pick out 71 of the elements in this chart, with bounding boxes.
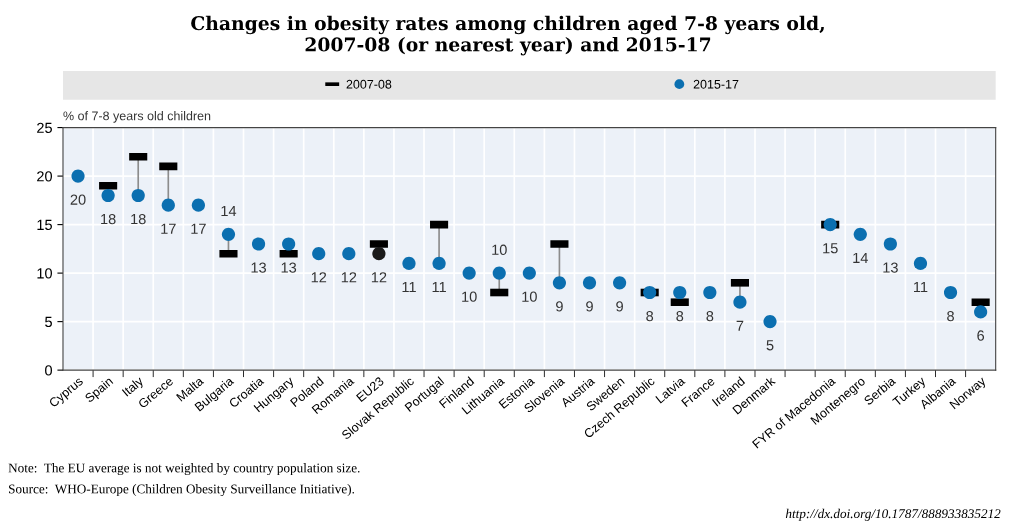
y-tick-label: 0 (45, 365, 53, 376)
data-label: 20 (70, 194, 86, 205)
data-label: 8 (646, 310, 654, 322)
point (251, 237, 266, 251)
point (733, 295, 747, 309)
data-label: 13 (251, 262, 267, 273)
data-label: 13 (883, 262, 898, 273)
point (522, 266, 536, 280)
data-label: 10 (492, 244, 507, 255)
text: http://dx.doi.org/10.1787/888933835212 (785, 508, 1001, 521)
data-label: 10 (462, 291, 477, 302)
data-label: 14 (853, 252, 868, 263)
point (191, 198, 205, 212)
point (582, 276, 597, 290)
point (312, 247, 326, 261)
point (462, 266, 476, 280)
point (763, 315, 777, 329)
y-tick-label: 25 (37, 122, 52, 133)
point (221, 227, 236, 241)
source-note: Source: WHO-Europe (Children Obesity Surveillance Initiative). (9, 484, 355, 497)
data-label: 5 (766, 340, 774, 351)
point (552, 276, 567, 290)
data-label: 17 (191, 223, 206, 234)
point (161, 198, 175, 212)
legend-label: 2015-17 (693, 79, 739, 89)
point (943, 285, 958, 300)
point (853, 227, 867, 241)
data-label: 18 (131, 213, 146, 225)
point (703, 285, 717, 300)
point (372, 247, 386, 261)
y-tick-label: 10 (37, 268, 53, 279)
data-label: 11 (914, 281, 928, 293)
point (402, 256, 416, 270)
point (913, 256, 928, 270)
data-label: 10 (522, 291, 537, 302)
data-label: 13 (281, 262, 297, 273)
point (282, 237, 296, 251)
data-label: 9 (586, 301, 593, 312)
data-label: 14 (221, 205, 237, 216)
data-label: 12 (311, 272, 327, 283)
data-label: 12 (371, 272, 387, 283)
chart-title: Changes in obesity rates among children aged 7-8 years old, 2007-08 (or nearest year) and 2015-17 (191, 15, 824, 56)
data-label: 11 (432, 281, 446, 293)
data-label: 8 (706, 310, 714, 322)
data-label: 9 (616, 301, 623, 312)
point (883, 237, 897, 251)
y-axis-title: % of 7-8 years old children (63, 111, 211, 123)
data-label: 17 (161, 223, 176, 234)
point (613, 276, 627, 290)
y-tick-label: 20 (37, 171, 53, 182)
data-label: 6 (977, 330, 985, 341)
data-label: 11 (402, 281, 416, 293)
point (974, 305, 988, 319)
point (131, 188, 145, 203)
point (673, 285, 687, 300)
point (342, 247, 356, 261)
legend-label: 2007-08 (346, 79, 392, 89)
data-label: 8 (947, 310, 954, 322)
data-label: 9 (556, 301, 563, 312)
data-label: 8 (676, 310, 684, 322)
point (71, 169, 85, 183)
point (492, 266, 506, 280)
y-tick-label: 5 (45, 316, 52, 328)
text: Note: The EU average is not weighted by country population size. (8, 463, 360, 476)
data-label: 18 (101, 213, 116, 225)
y-tick-label: 15 (37, 219, 52, 231)
data-label: 12 (341, 272, 357, 283)
point (101, 188, 115, 203)
data-label: 7 (736, 320, 744, 331)
data-label: 15 (823, 243, 838, 254)
point (432, 256, 446, 270)
